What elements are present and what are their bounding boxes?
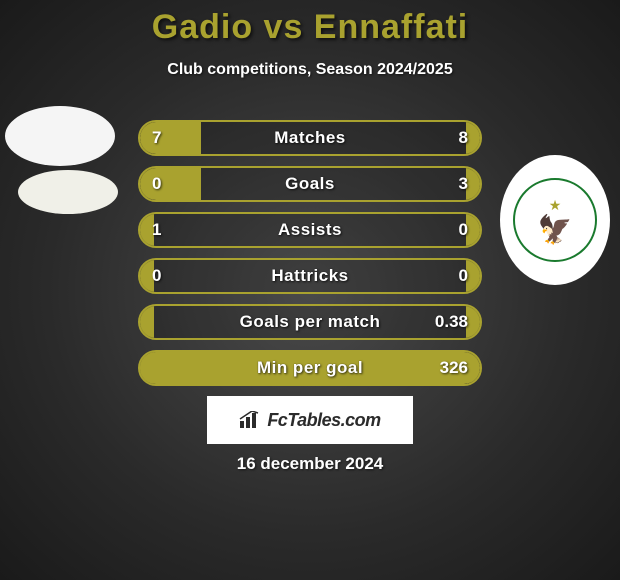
stat-row: 1Assists0 (138, 212, 482, 248)
stat-label: Hattricks (140, 260, 480, 292)
stat-label: Matches (140, 122, 480, 154)
stat-label: Assists (140, 214, 480, 246)
eagle-icon: 🦅 (538, 216, 573, 244)
team-badge-left-2 (18, 170, 118, 214)
brand-chart-icon (239, 411, 261, 429)
team-badge-right-inner: ★ 🦅 (513, 178, 597, 262)
stat-value-right: 326 (440, 352, 468, 384)
stat-row: 7Matches8 (138, 120, 482, 156)
stat-value-right: 0 (459, 214, 468, 246)
stat-value-right: 3 (459, 168, 468, 200)
stat-label: Goals per match (140, 306, 480, 338)
team-badge-right: ★ 🦅 (500, 155, 610, 285)
page-subtitle: Club competitions, Season 2024/2025 (0, 61, 620, 79)
stats-rows: 7Matches80Goals31Assists00Hattricks0Goal… (138, 120, 482, 396)
stat-value-right: 0 (459, 260, 468, 292)
team-badge-left-1 (5, 106, 115, 166)
stat-label: Min per goal (140, 352, 480, 384)
date-text: 16 december 2024 (0, 454, 620, 474)
stat-label: Goals (140, 168, 480, 200)
brand-text: FcTables.com (267, 410, 380, 431)
brand-badge[interactable]: FcTables.com (207, 396, 413, 444)
stat-row: Min per goal326 (138, 350, 482, 386)
star-icon: ★ (549, 197, 562, 214)
header: Gadio vs Ennaffati Club competitions, Se… (0, 0, 620, 79)
stat-value-right: 0.38 (435, 306, 468, 338)
stat-value-right: 8 (459, 122, 468, 154)
stat-row: 0Hattricks0 (138, 258, 482, 294)
stat-row: 0Goals3 (138, 166, 482, 202)
page-title: Gadio vs Ennaffati (0, 8, 620, 47)
stat-row: Goals per match0.38 (138, 304, 482, 340)
